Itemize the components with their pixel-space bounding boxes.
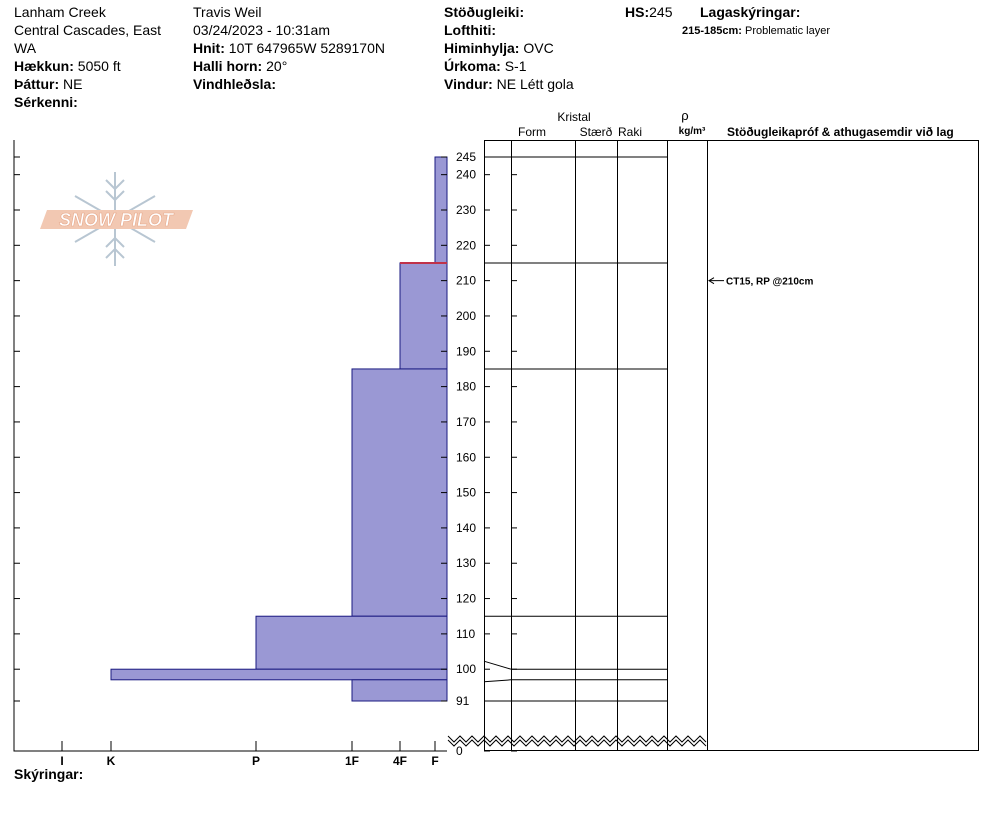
height-label: 180: [456, 380, 476, 394]
snow-height-label: HS:: [625, 4, 650, 20]
crystal-table-frame: [484, 140, 708, 751]
coordinates-value: 10T 647965W 5289170N: [228, 40, 385, 56]
features-label: Sérkenni:: [14, 94, 78, 110]
snow-height-value: 245: [649, 4, 673, 20]
wind-loading-label: Vindhleðsla:: [193, 76, 276, 92]
stability-test-result: CT15, RP @210cm: [726, 277, 813, 288]
wind-field: Vindur: NE Létt gola: [444, 76, 574, 93]
layer-bar: [110, 668, 448, 681]
wind-label: Vindur:: [444, 76, 493, 92]
slope-angle-label: Halli horn:: [193, 58, 263, 74]
aspect-label: Þáttur:: [14, 76, 60, 92]
layer-bar: [351, 368, 448, 617]
height-label: 220: [456, 238, 476, 252]
height-label: 100: [456, 662, 476, 676]
elevation-label: Hækkun:: [14, 58, 74, 74]
layer-boundary-connector: [483, 679, 512, 683]
layer-note-range: 215-185cm:: [682, 25, 742, 37]
aspect-value: NE: [63, 76, 83, 92]
stability-label: Stöðugleiki:: [444, 4, 525, 20]
location-name: Lanham Creek: [14, 4, 106, 20]
hardness-label: K: [107, 754, 116, 768]
moisture-header: Raki: [618, 125, 642, 139]
height-label: 230: [456, 203, 476, 217]
axis-break-zigzag: [447, 735, 707, 743]
density-symbol: ρ: [681, 108, 688, 123]
precipitation-field: Úrkoma: S-1: [444, 58, 526, 75]
crystal-header: Kristal: [557, 110, 590, 124]
stability-tests-panel: [707, 140, 979, 751]
coordinates-label: Hnit:: [193, 40, 225, 56]
size-header: Stærð: [580, 125, 613, 139]
height-label: 110: [456, 627, 475, 641]
precipitation-value: S-1: [504, 58, 527, 74]
axis-break-zigzag: [447, 739, 707, 747]
wind-value: NE Létt gola: [496, 76, 574, 92]
layer-bar: [351, 679, 448, 702]
observation-datetime: 03/24/2023 - 10:31am: [193, 22, 330, 38]
hardness-label: P: [252, 754, 260, 768]
precipitation-label: Úrkoma:: [444, 58, 501, 74]
coordinates-field: Hnit: 10T 647965W 5289170N: [193, 40, 385, 57]
height-label: 0: [456, 744, 463, 758]
sky-cover-field: Himinhylja: OVC: [444, 40, 554, 57]
snowpilot-logo: SNOW PILOT: [40, 210, 193, 230]
height-label: 140: [456, 521, 476, 535]
hardness-label: F: [431, 754, 438, 768]
snow-height-field: HS:245: [625, 4, 672, 21]
height-label: 130: [456, 556, 476, 570]
snowflake-branch: [105, 247, 125, 259]
crystal-table: [484, 140, 708, 751]
layer-bar: [399, 262, 448, 370]
layer-note: 215-185cm: Problematic layer: [682, 23, 830, 40]
snowflake-branch: [105, 236, 125, 248]
mountain-range-state: WA: [14, 40, 37, 56]
density-unit: kg/m³: [679, 126, 706, 137]
hardness-label: 1F: [345, 754, 359, 768]
height-label: 210: [456, 274, 476, 288]
sky-cover-value: OVC: [523, 40, 554, 56]
hardness-label: I: [60, 754, 63, 768]
aspect-field: Þáttur: NE: [14, 76, 82, 93]
form-header: Form: [518, 125, 546, 139]
layer-boundary-connector: [483, 660, 512, 670]
height-label: 245: [456, 150, 476, 164]
layer-bar: [255, 615, 448, 670]
stability-tests-header: Stöðugleikapróf & athugasemdir við lag: [727, 125, 954, 139]
air-temp-label: Lofthiti:: [444, 22, 497, 38]
elevation-field: Hækkun: 5050 ft: [14, 58, 121, 75]
height-label: 150: [456, 486, 476, 500]
slope-angle-field: Halli horn: 20°: [193, 58, 287, 75]
layer-note-text: Problematic layer: [745, 25, 830, 37]
slope-angle-value: 20°: [266, 58, 288, 74]
height-label: 91: [456, 694, 470, 708]
height-label: 240: [456, 168, 476, 182]
hardness-label: 4F: [393, 754, 407, 768]
elevation-value: 5050 ft: [77, 58, 121, 74]
height-label: 190: [456, 344, 476, 358]
crystal-table-layers: [483, 156, 667, 702]
observer-name: Travis Weil: [193, 4, 262, 20]
layer-notes-label: Lagaskýringar:: [700, 4, 801, 20]
axis-break: [447, 735, 707, 747]
logo-text: SNOW PILOT: [59, 210, 175, 230]
snowflake-branch: [105, 179, 125, 191]
logo-banner: [40, 210, 193, 229]
sky-cover-label: Himinhylja:: [444, 40, 520, 56]
mountain-range: Central Cascades, East: [14, 22, 162, 38]
comments-label: Skýringar:: [14, 766, 84, 782]
height-label: 200: [456, 309, 476, 323]
hardness-axis: I K P 1F 4F F: [60, 741, 439, 768]
stability-test-arrowhead: [708, 277, 715, 285]
hardness-profile: [13, 140, 448, 752]
height-label: 160: [456, 450, 476, 464]
height-label: 120: [456, 592, 476, 606]
height-label: 170: [456, 415, 476, 429]
stability-test-annotations: CT15, RP @210cm: [708, 277, 813, 288]
snowflake-branch: [105, 190, 125, 202]
